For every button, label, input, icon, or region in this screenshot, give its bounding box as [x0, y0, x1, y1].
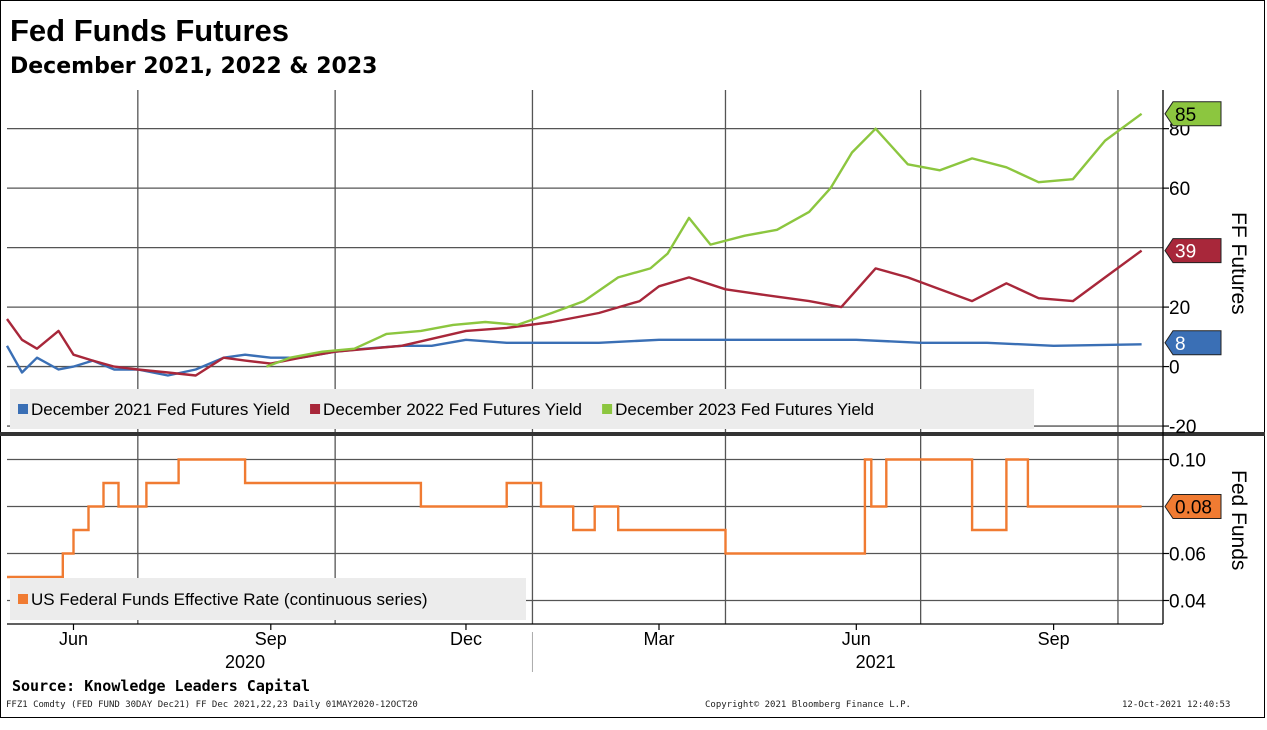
last-value-dec2023-box	[1164, 101, 1222, 127]
grid-layer	[0, 90, 1265, 624]
y-tick-label-bottom: 0.10	[1169, 451, 1206, 472]
source-note: Source: Knowledge Leaders Capital	[12, 677, 311, 695]
footer-copyright: Copyright© 2021 Bloomberg Finance L.P.	[705, 700, 911, 710]
series-line-dec2022	[6, 249, 1143, 377]
legend-swatch	[18, 404, 28, 414]
legend-swatch	[18, 594, 28, 604]
legend-layer: December 2021 Fed Futures Yield December …	[10, 389, 1034, 620]
last-value-effr: 0.08	[1175, 498, 1212, 519]
last-value-dec2022-box	[1164, 238, 1222, 264]
y-tick-label-bottom: 0.06	[1169, 545, 1206, 566]
chart-subtitle: December 2021, 2022 & 2023	[10, 54, 378, 79]
x-tick-label: Jun	[59, 629, 88, 649]
x-tick-label: Jun	[842, 629, 871, 649]
last-value-dec2022: 39	[1175, 242, 1196, 263]
y-tick-label-top: 20	[1169, 298, 1190, 319]
last-value-dec2021: 8	[1175, 334, 1186, 355]
series-line-dec2023	[266, 112, 1143, 368]
footer-timestamp: 12-Oct-2021 12:40:53	[1122, 700, 1231, 710]
y-tick-label-bottom: 0.04	[1169, 592, 1206, 613]
x-tick-label: Dec	[450, 629, 482, 649]
legend-entry: December 2023 Fed Futures Yield	[615, 400, 874, 419]
legend-entry: December 2022 Fed Futures Yield	[323, 400, 582, 419]
footer-left-note: FFZ1 Comdty (FED FUND 30DAY Dec21) FF De…	[6, 700, 418, 710]
series-line-dec2021	[5, 338, 1142, 377]
y-tick-label-top: 0	[1169, 358, 1180, 379]
legend-swatch	[310, 404, 321, 414]
y-axis-title-top: FF Futures	[1227, 212, 1250, 315]
chart-title: Fed Funds Futures	[10, 13, 289, 48]
x-year-label: 2020	[225, 652, 265, 672]
series-line-effr	[7, 458, 1142, 579]
x-tick-label: Sep	[255, 629, 287, 649]
legend-swatch	[602, 404, 613, 414]
legend-bottom-bg	[10, 578, 526, 620]
y-tick-label-top: -20	[1169, 417, 1196, 438]
x-tick-label: Sep	[1038, 629, 1070, 649]
x-year-label: 2021	[856, 652, 896, 672]
last-value-dec2021-box	[1164, 330, 1222, 356]
legend-top-bg	[10, 389, 1034, 429]
y-axis-title-bottom: Fed Funds	[1227, 470, 1250, 570]
y-tick-label-top: 60	[1169, 179, 1190, 200]
legend-entry: December 2021 Fed Futures Yield	[31, 400, 290, 419]
series-layer	[5, 112, 1143, 579]
legend-entry: US Federal Funds Effective Rate (continu…	[31, 590, 428, 609]
last-value-effr-box	[1164, 494, 1222, 519]
last-value-dec2023: 85	[1175, 105, 1196, 126]
x-tick-label: Mar	[643, 629, 674, 649]
